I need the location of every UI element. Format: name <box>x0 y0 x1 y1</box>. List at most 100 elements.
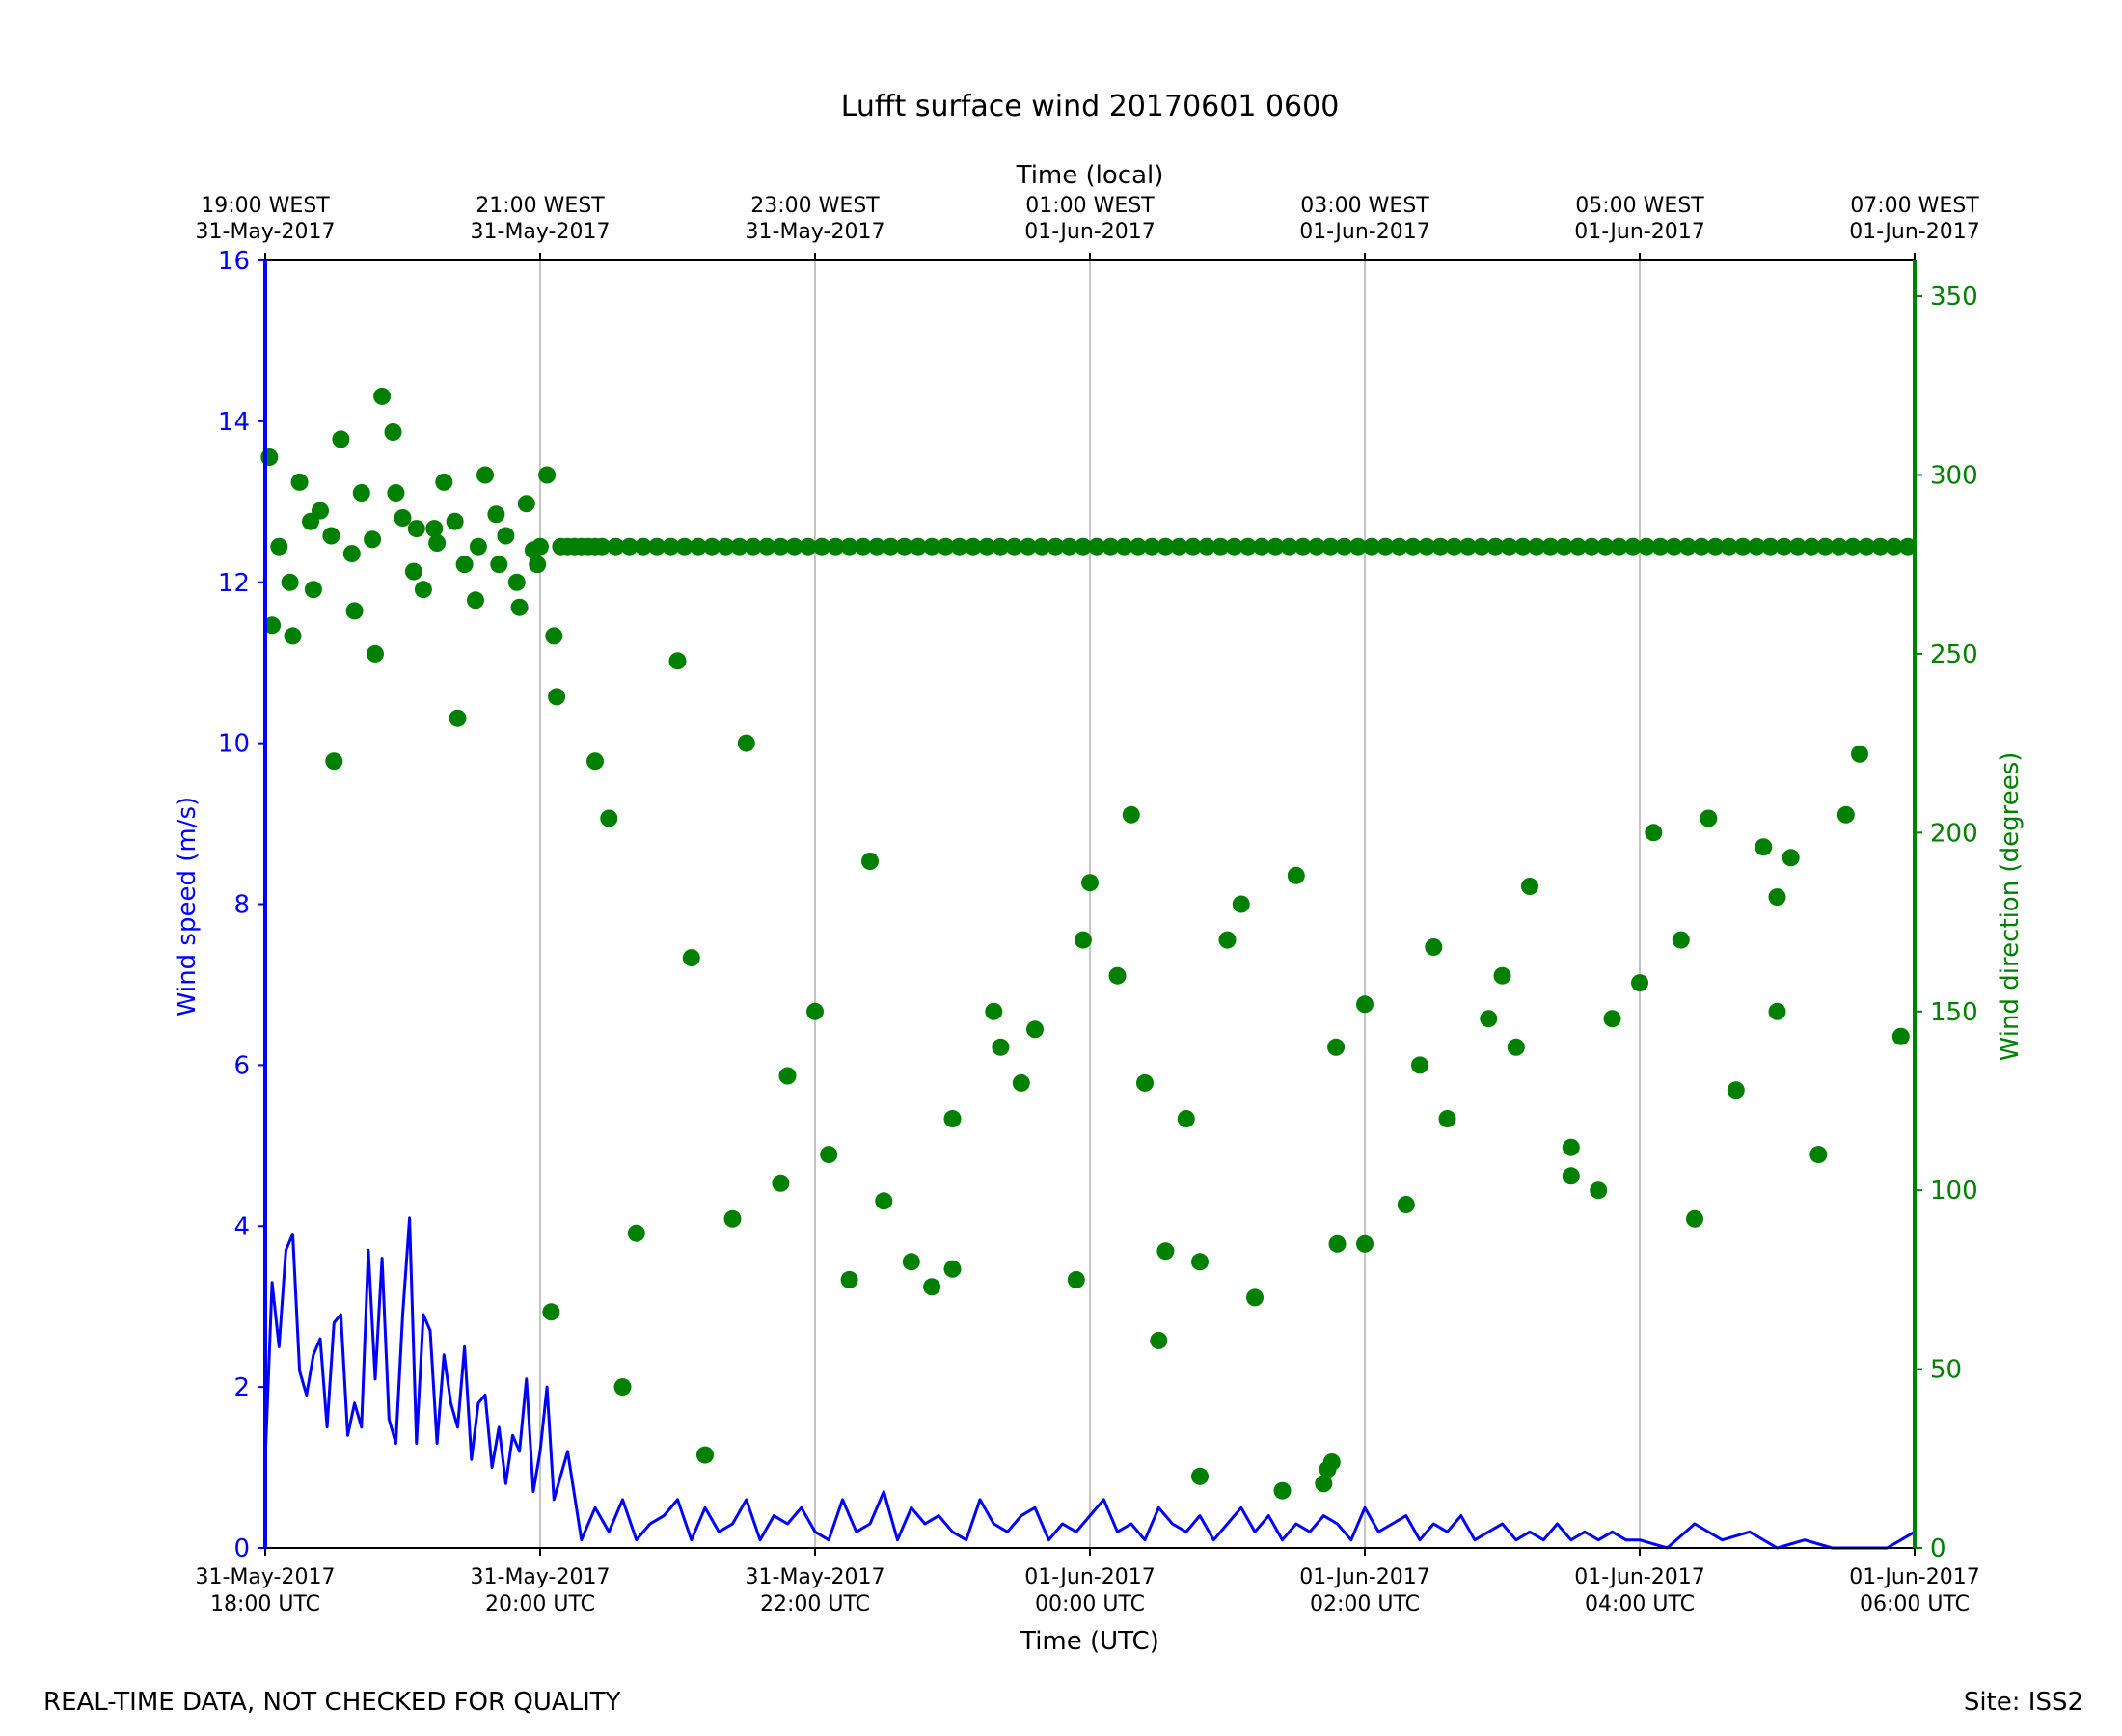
direction-point <box>840 1270 858 1288</box>
direction-point <box>1356 1234 1374 1253</box>
direction-point <box>425 520 444 538</box>
top-x-tick-label: 01-Jun-2017 <box>1024 220 1155 244</box>
direction-point <box>1706 537 1725 556</box>
direction-point <box>1686 1209 1703 1228</box>
x-tick-label: 04:00 UTC <box>1585 1592 1695 1616</box>
direction-point <box>1273 1481 1292 1500</box>
direction-point <box>799 537 817 556</box>
direction-point <box>1156 537 1175 556</box>
direction-point <box>923 1278 941 1296</box>
direction-point <box>1638 537 1656 556</box>
direction-point <box>476 466 494 484</box>
direction-point <box>290 473 309 491</box>
x-tick-label: 22:00 UTC <box>760 1592 870 1616</box>
direction-point <box>1816 537 1835 556</box>
direction-point <box>1170 537 1188 556</box>
direction-point <box>1583 537 1601 556</box>
direction-point <box>1238 537 1257 556</box>
y-left-tick-label: 8 <box>233 891 250 920</box>
direction-point <box>861 853 879 870</box>
speed-line <box>263 1216 1916 1550</box>
site-label: Site: ISS2 <box>1964 1688 2083 1717</box>
direction-point <box>1328 1234 1347 1253</box>
direction-point <box>1315 1475 1333 1493</box>
direction-point <box>1363 537 1381 556</box>
direction-point <box>943 1260 962 1278</box>
direction-point <box>992 537 1010 556</box>
bottom-axis-label: Time (UTC) <box>1020 1627 1159 1656</box>
direction-point <box>367 644 384 663</box>
direction-point <box>882 537 900 556</box>
direction-point <box>1733 537 1752 556</box>
direction-point <box>1218 931 1237 949</box>
direction-point <box>312 502 329 520</box>
direction-point <box>1156 1242 1175 1261</box>
direction-point <box>964 537 982 556</box>
direction-point <box>455 556 474 574</box>
direction-point <box>1500 537 1518 556</box>
direction-point <box>1122 805 1140 824</box>
direction-point <box>1081 874 1099 892</box>
direction-point <box>895 537 913 556</box>
direction-point <box>1335 537 1353 556</box>
direction-point <box>1266 537 1285 556</box>
direction-point <box>1788 537 1807 556</box>
y-left-tick-label: 6 <box>233 1051 250 1080</box>
y-left-tick-label: 14 <box>218 408 250 437</box>
direction-point <box>1191 1253 1209 1271</box>
x-tick-label: 01-Jun-2017 <box>1299 1565 1429 1589</box>
direction-point <box>806 1002 824 1020</box>
direction-point <box>902 1253 920 1271</box>
direction-point <box>332 430 350 448</box>
direction-point <box>407 520 425 538</box>
direction-point <box>820 1146 838 1164</box>
direction-point <box>1108 966 1127 985</box>
x-tick-label: 01-Jun-2017 <box>1849 1565 1979 1589</box>
direction-point <box>1136 1073 1154 1092</box>
grid-lines <box>539 260 1641 1548</box>
direction-point <box>1665 537 1683 556</box>
direction-point <box>517 495 535 513</box>
direction-point <box>813 537 831 556</box>
direction-point <box>497 527 515 545</box>
direction-point <box>364 530 382 549</box>
top-x-tick-label: 05:00 WEST <box>1575 194 1704 218</box>
direction-point <box>529 556 547 574</box>
direction-point <box>1445 537 1463 556</box>
direction-point <box>1486 537 1505 556</box>
direction-point <box>1074 537 1092 556</box>
direction-point <box>322 527 340 545</box>
x-tick-label: 31-May-2017 <box>746 1565 885 1589</box>
direction-point <box>1225 537 1243 556</box>
direction-point <box>404 562 422 581</box>
direction-point <box>1590 1181 1608 1200</box>
direction-point <box>1327 1038 1346 1056</box>
y-left-tick-label: 16 <box>218 247 250 276</box>
x-tick-label: 18:00 UTC <box>210 1592 320 1616</box>
direction-point <box>1183 537 1202 556</box>
direction-point <box>634 537 652 556</box>
direction-point <box>325 752 343 771</box>
direction-point <box>1885 537 1903 556</box>
direction-point <box>1150 1331 1168 1349</box>
direction-point <box>772 537 790 556</box>
direction-point <box>1411 1056 1428 1074</box>
direction-point <box>1438 1110 1456 1127</box>
top-x-tick-label: 31-May-2017 <box>471 220 611 244</box>
direction-point <box>1067 1270 1085 1288</box>
direction-point <box>1211 537 1230 556</box>
direction-point <box>1871 537 1890 556</box>
direction-point <box>1060 537 1078 556</box>
direction-point <box>586 752 604 771</box>
direction-point <box>1480 1010 1498 1028</box>
direction-point <box>1143 537 1161 556</box>
top-x-tick-label: 01-Jun-2017 <box>1299 220 1429 244</box>
direction-point <box>394 509 412 527</box>
direction-point <box>270 537 288 556</box>
direction-point <box>510 598 529 616</box>
direction-point <box>1005 537 1023 556</box>
direction-point <box>1012 1073 1030 1092</box>
direction-point <box>342 545 361 563</box>
direction-point <box>1809 1146 1828 1164</box>
direction-point <box>778 1067 797 1085</box>
